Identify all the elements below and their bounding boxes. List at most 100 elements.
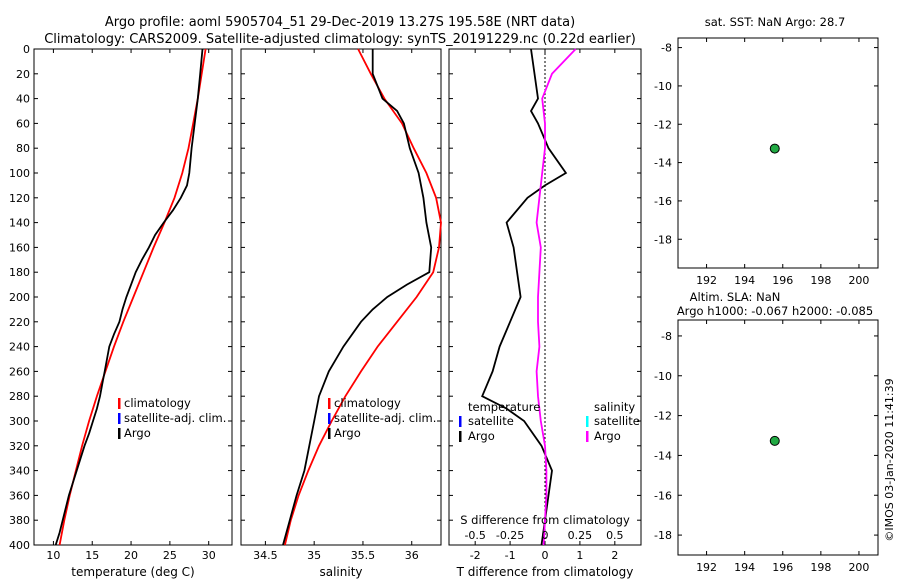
temperature-legend-label: Argo [124,426,151,440]
sst_map-argo-point [769,143,780,154]
temperature-ytick-label: 120 [9,192,30,205]
difference-s-axis-label: S difference from climatology [460,513,630,527]
temperature-ytick-label: 80 [16,142,30,155]
difference-s-tick-label: 0.5 [606,529,624,542]
title-line-2: Climatology: CARS2009. Satellite-adjuste… [44,32,636,47]
difference-s-tick-label: -0.5 [464,529,485,542]
salinity-xtick-label: 34.5 [253,549,278,562]
sla_map-xtick-label: 192 [696,561,717,574]
salinity-xlabel: salinity [319,565,362,579]
salinity-series-climatology [284,48,442,546]
sst_map-ytick-label: -10 [654,80,672,93]
temperature-legend-label: satellite-adj. clim. [124,411,226,425]
difference-xtick-label: 0 [542,549,549,562]
temperature-ytick-label: 200 [9,291,30,304]
sla_map-ytick-label: -10 [654,370,672,383]
temperature-ytick-label: 160 [9,241,30,254]
difference-xtick-label: 2 [611,549,618,562]
salinity-legend-swatch [328,413,331,424]
salinity-legend-label: Argo [334,426,361,440]
temperature-xtick-label: 10 [46,549,60,562]
sla_map-ytick-label: -12 [654,410,672,423]
temperature-ytick-label: 380 [9,514,30,527]
sla_map-axes-frame [677,319,879,556]
temperature-series-climatology [58,48,207,546]
temperature-ytick-label: 260 [9,365,30,378]
temperature-xtick-label: 25 [163,549,177,562]
sla_map-ytick-label: -14 [654,449,672,462]
temperature-ytick-label: 320 [9,440,30,453]
salinity-series-argo [282,49,433,546]
difference-xtick-label: -2 [470,549,481,562]
temperature-legend-label: climatology [124,396,191,410]
temperature-ytick-label: 60 [16,117,30,130]
temperature-ytick-label: 100 [9,167,30,180]
sst_map-ytick-label: -14 [654,157,672,170]
difference-legend-swatch [586,431,589,442]
salinity-legend-swatch [328,398,331,409]
difference-legend-temperature-title: temperature [468,400,540,414]
sst_map-ytick-label: -8 [661,42,672,55]
difference-legend-swatch [586,416,589,427]
temperature-legend-swatch [118,428,121,439]
title-line-1: Argo profile: aoml 5905704_51 29-Dec-201… [105,15,575,30]
difference-legend-swatch [459,416,462,427]
sst_map-xtick-label: 196 [772,274,793,287]
sla_map-xtick-label: 200 [848,561,869,574]
difference-s-tick-label: 0.25 [568,529,593,542]
difference-legend-salinity-title: salinity [594,400,635,414]
salinity-legend-label: climatology [334,396,401,410]
sst_map-xtick-label: 192 [696,274,717,287]
temperature-ytick-label: 220 [9,316,30,329]
sla_map-xtick-label: 196 [772,561,793,574]
sst_map-xtick-label: 200 [848,274,869,287]
temperature-ytick-label: 400 [9,539,30,552]
difference-legend-swatch [459,431,462,442]
difference-series-s-difference-argo [535,48,577,546]
salinity-legend-label: satellite-adj. clim. [334,411,436,425]
difference-xtick-label: 1 [576,549,583,562]
sla-map-subtitle: Argo h1000: -0.067 h2000: -0.085 [677,304,873,318]
sla_map-xtick-label: 194 [734,561,755,574]
difference-s-tick-label: 0 [542,529,549,542]
sla_map-argo-point [769,435,780,446]
temperature-ytick-label: 280 [9,390,30,403]
temperature-ytick-label: 0 [23,43,30,56]
sst-map-title: sat. SST: NaN Argo: 28.7 [705,15,846,29]
sla_map-ytick-label: -18 [654,529,672,542]
salinity-legend-swatch [328,428,331,439]
salinity-axes-frame [240,48,442,546]
difference-xlabel: T difference from climatology [456,565,634,579]
sst_map-xtick-label: 194 [734,274,755,287]
sst_map-axes-frame [677,37,879,269]
sst_map-ytick-label: -16 [654,195,672,208]
temperature-ytick-label: 300 [9,415,30,428]
salinity-xtick-label: 35 [307,549,321,562]
sla-map-title: Altim. SLA: NaN [690,290,781,304]
temperature-legend-swatch [118,413,121,424]
difference-xtick-label: -1 [505,549,516,562]
sst_map-ytick-label: -18 [654,233,672,246]
temperature-ytick-label: 180 [9,266,30,279]
temperature-ytick-label: 240 [9,341,30,354]
temperature-series-argo [54,48,204,546]
temperature-legend-swatch [118,398,121,409]
temperature-ytick-label: 340 [9,465,30,478]
temperature-ytick-label: 20 [16,68,30,81]
sla_map-xtick-label: 198 [810,561,831,574]
temperature-ytick-label: 40 [16,93,30,106]
temperature-xlabel: temperature (deg C) [71,565,194,579]
sla_map-ytick-label: -8 [661,330,672,343]
temperature-xtick-label: 15 [85,549,99,562]
temperature-ytick-label: 140 [9,217,30,230]
sla_map-ytick-label: -16 [654,489,672,502]
temperature-xtick-label: 30 [202,549,216,562]
difference-series-t-difference-argo [481,48,568,546]
temperature-xtick-label: 20 [124,549,138,562]
salinity-xtick-label: 36 [405,549,419,562]
salinity-xtick-label: 35.5 [351,549,376,562]
sst_map-ytick-label: -12 [654,118,672,131]
sst_map-xtick-label: 198 [810,274,831,287]
difference-legend-label: Argo [594,429,621,443]
difference-s-tick-label: -0.25 [496,529,524,542]
